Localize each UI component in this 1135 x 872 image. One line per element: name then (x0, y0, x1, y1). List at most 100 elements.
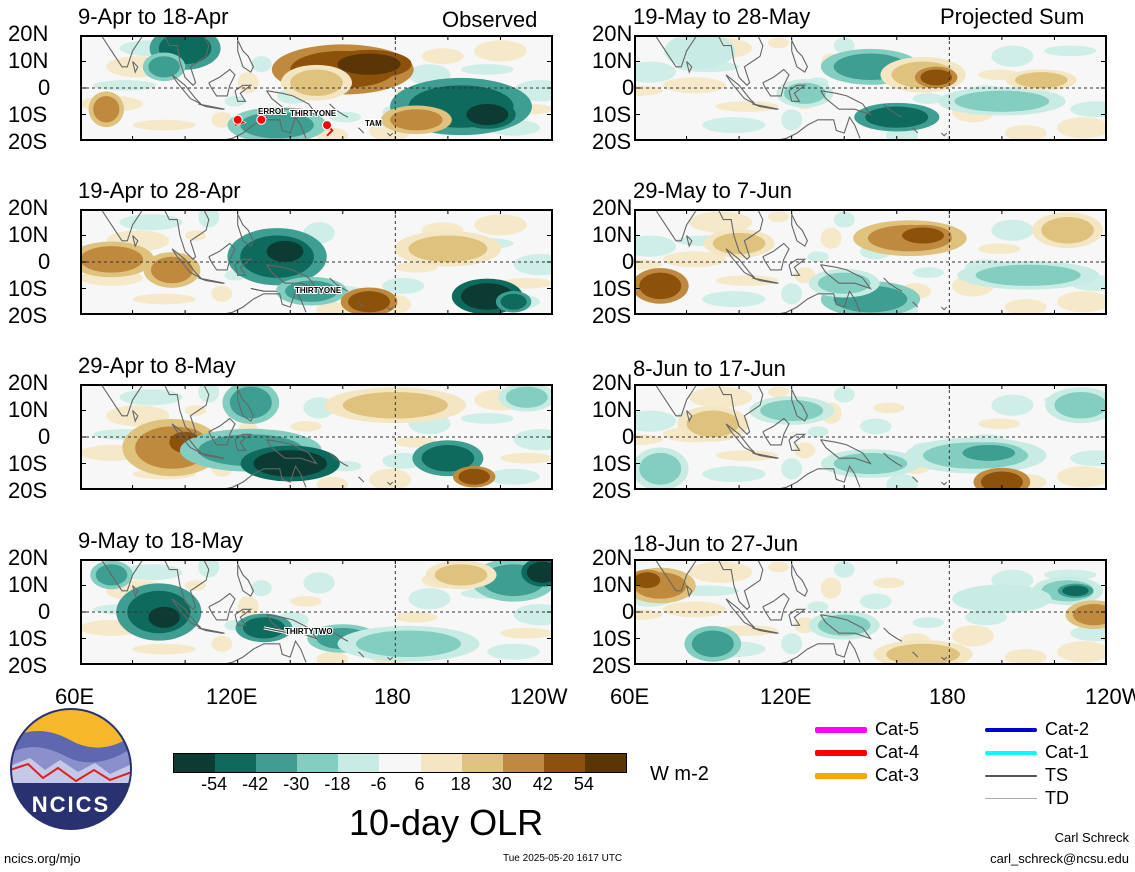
coastline (883, 277, 903, 292)
lat-label: 20N (592, 195, 633, 220)
olr-anomaly (781, 458, 803, 480)
coastline (752, 277, 779, 284)
lat-label: 20S (592, 653, 632, 678)
coastline (234, 258, 253, 276)
olr-anomaly (689, 386, 753, 408)
olr-anomaly (211, 635, 233, 652)
olr-anomaly (382, 277, 425, 294)
olr-anomaly (1057, 466, 1107, 488)
storm-label: ERROL (258, 107, 286, 116)
coastline (912, 651, 919, 658)
olr-anomaly (975, 264, 1081, 286)
colorbar-swatch (543, 754, 585, 772)
olr-anomaly (1070, 101, 1107, 118)
lat-label: 0 (38, 424, 51, 449)
olr-anomaly (395, 612, 438, 623)
coastline (132, 585, 139, 598)
legend-label: Cat-2 (1045, 719, 1090, 739)
olr-anomaly (912, 267, 945, 278)
colorbar (173, 753, 627, 773)
olr-anomaly (198, 384, 220, 403)
olr-anomaly (148, 56, 180, 78)
coastline (358, 651, 365, 658)
colorbar-tick: -6 (370, 774, 387, 794)
coastline (163, 559, 210, 611)
lat-label: 10N (8, 48, 49, 73)
coastline (266, 264, 318, 290)
panel-corner-label: Observed (442, 7, 538, 32)
olr-anomaly (886, 474, 918, 490)
lat-label: 0 (622, 75, 635, 100)
olr-anomaly (639, 452, 682, 485)
olr-anomaly (951, 625, 995, 647)
legend-item: Cat-5 (815, 719, 919, 740)
coastline (791, 214, 809, 247)
colorbar-tick: -42 (242, 774, 269, 794)
olr-anomaly (93, 95, 120, 123)
olr-map: THIRTYTWO (80, 559, 553, 665)
lat-label: 10N (592, 222, 633, 247)
coastline (100, 209, 154, 242)
panel-observed-1: ERROL THIRTYONE TAM (80, 35, 553, 141)
olr-anomaly (224, 95, 246, 107)
legend-label: TS (1045, 765, 1069, 785)
olr-anomaly (820, 577, 842, 599)
lat-label: 20S (8, 478, 48, 503)
coastline (752, 103, 779, 110)
olr-anomaly (355, 630, 462, 658)
colorbar-tick: -18 (324, 774, 351, 794)
lat-label: 10N (592, 397, 633, 422)
olr-anomaly (781, 283, 803, 305)
olr-anomaly (768, 211, 790, 223)
olr-anomaly (689, 211, 753, 233)
coastline (773, 289, 861, 315)
olr-anomaly (500, 452, 553, 464)
olr-anomaly (768, 561, 790, 573)
coastline (788, 84, 807, 102)
footer-email: carl_schreck@ncsu.edu (990, 851, 1129, 866)
olr-anomaly (211, 111, 233, 128)
coastline (717, 559, 764, 611)
coastline (773, 639, 861, 665)
lat-label: 20S (592, 129, 632, 154)
legend-label: TD (1045, 788, 1069, 808)
panel-projected-2 (634, 209, 1107, 315)
olr-anomaly (487, 468, 540, 485)
logo-text: NCICS (31, 792, 111, 817)
legend-item: TS (985, 765, 1068, 786)
storm-track: THIRTYONE (256, 108, 338, 125)
olr-anomaly (1004, 299, 1047, 315)
olr-anomaly (865, 106, 929, 128)
lat-label: 10S (592, 451, 632, 476)
olr-anomaly (390, 109, 443, 131)
coastline (358, 127, 365, 134)
olr-anomaly (1057, 117, 1107, 139)
lat-label: 10S (8, 626, 48, 651)
colorbar-tick: 6 (414, 774, 425, 794)
olr-anomaly (1070, 625, 1107, 642)
lat-label: 20N (8, 545, 49, 570)
coastline (752, 627, 779, 634)
coastline (686, 235, 693, 248)
coastline (237, 40, 255, 73)
olr-anomaly (513, 429, 553, 451)
olr-anomaly (886, 643, 960, 665)
coastline (686, 585, 693, 598)
olr-anomaly (290, 69, 343, 96)
panel-projected-4 (634, 559, 1107, 665)
panel-observed-2: THIRTYONE (80, 209, 553, 315)
coastline (654, 384, 708, 417)
olr-anomaly (500, 627, 553, 639)
colorbar-tick: -54 (201, 774, 228, 794)
olr-anomaly (978, 418, 1021, 430)
olr-anomaly (185, 405, 207, 416)
olr-anomaly (1054, 391, 1107, 419)
coastline (163, 209, 210, 261)
footer-author: Carl Schreck (1054, 830, 1129, 845)
olr-anomaly (513, 254, 553, 276)
olr-anomaly (198, 209, 220, 228)
coastline (820, 439, 872, 465)
coastline (654, 559, 708, 592)
lat-label: 20S (592, 303, 632, 328)
lat-label: 20S (8, 129, 48, 154)
